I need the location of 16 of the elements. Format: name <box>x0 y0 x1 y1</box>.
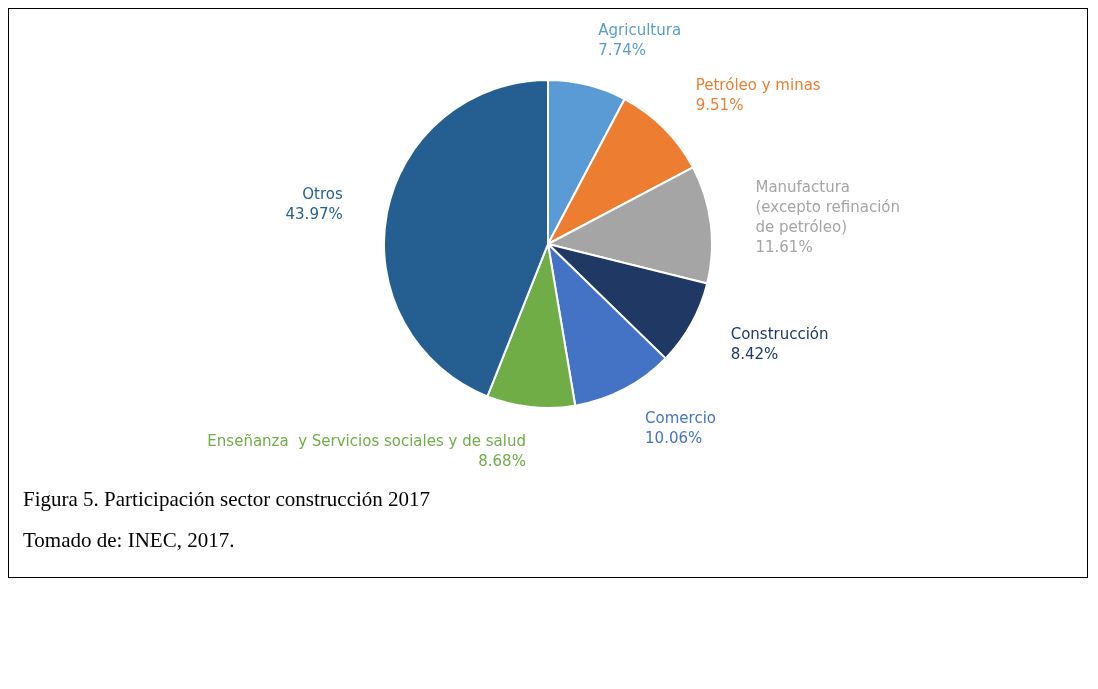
data-label: 7.74% <box>598 41 646 60</box>
data-label: 43.97% <box>285 204 343 223</box>
data-label: 8.68% <box>478 451 526 470</box>
data-label: 11.61% <box>755 238 813 257</box>
slice-label: Agricultura <box>598 21 682 40</box>
slice-label: Comercio <box>645 408 716 427</box>
text: Tomado de: INEC, 2017. <box>22 527 236 554</box>
data-label: 10.06% <box>645 428 703 447</box>
slice-label: Petróleo y minas <box>695 76 821 95</box>
data-label: 8.42% <box>730 345 779 364</box>
text: Figura 5. Participación sector construcción 2017 <box>22 486 432 513</box>
slice-label: Construcción <box>730 325 829 344</box>
slice-label: Enseñanza y Servicios sociales y de salud <box>207 431 526 450</box>
slice-label: Manufactura (excepto refinación de petróleo) <box>755 178 901 237</box>
data-label: 9.51% <box>695 96 744 115</box>
slice-label: Otros <box>302 184 343 203</box>
